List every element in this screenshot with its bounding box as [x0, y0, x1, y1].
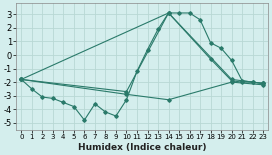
X-axis label: Humidex (Indice chaleur): Humidex (Indice chaleur)	[78, 143, 206, 152]
